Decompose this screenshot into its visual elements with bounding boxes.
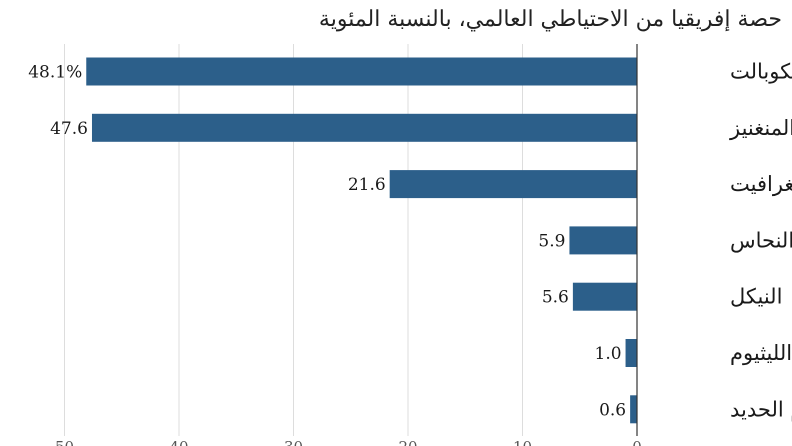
x-tick-label: 20 bbox=[398, 438, 417, 446]
category-label: خام الحديد bbox=[730, 397, 792, 422]
category-label: الليثيوم bbox=[730, 341, 792, 366]
bar-value-label: 0.6 bbox=[599, 400, 626, 420]
bar bbox=[625, 339, 637, 367]
category-label: النحاس bbox=[730, 228, 792, 253]
bar bbox=[630, 395, 637, 424]
bar bbox=[389, 170, 637, 199]
x-axis-ticks: 0 10 20 30 40 50 bbox=[55, 438, 642, 446]
x-tick-label: 10 bbox=[513, 438, 532, 446]
bar bbox=[91, 113, 638, 142]
chart-title: حصة إفريقيا من الاحتياطي العالمي، بالنسب… bbox=[319, 7, 782, 32]
bar-value-label: 48.1% bbox=[28, 63, 82, 83]
category-label: المنغنيز bbox=[729, 116, 792, 141]
x-tick-label: 0 bbox=[632, 438, 642, 446]
category-label: الغرافيت bbox=[730, 172, 792, 197]
gridlines bbox=[64, 44, 523, 436]
bar-value-label: 5.9 bbox=[538, 231, 565, 251]
bars: 48.1% الكوبالت 47.6 المنغنيز 21.6 الغرافيت 5.9… bbox=[28, 57, 792, 424]
x-tick-label: 30 bbox=[284, 438, 303, 446]
bar bbox=[86, 57, 637, 86]
bar-value-label: 21.6 bbox=[348, 175, 386, 195]
category-label: النيكل bbox=[730, 285, 782, 309]
bar bbox=[572, 282, 637, 311]
x-tick-label: 50 bbox=[55, 438, 74, 446]
x-tick-label: 40 bbox=[169, 438, 188, 446]
bar-value-label: 5.6 bbox=[542, 288, 569, 308]
bar-value-label: 1.0 bbox=[595, 344, 622, 364]
bar-value-label: 47.6 bbox=[50, 119, 88, 139]
bar bbox=[569, 226, 637, 255]
category-label: الكوبالت bbox=[730, 60, 792, 85]
